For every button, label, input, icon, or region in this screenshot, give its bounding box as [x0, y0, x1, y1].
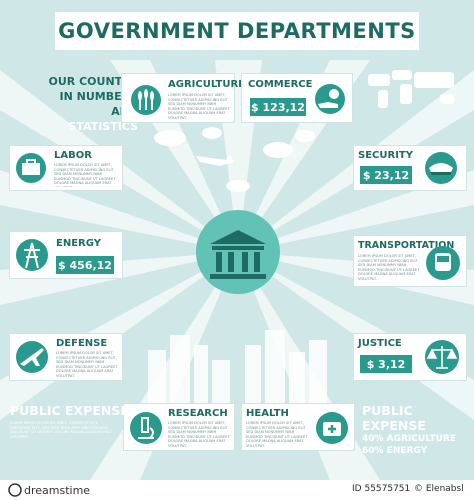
public-expense-right-title: PUBLIC EXPENSE — [362, 403, 474, 433]
labor-title: LABOR — [54, 150, 92, 161]
security-value: $ 23,12 — [360, 166, 412, 184]
justice-value: $ 3,12 — [360, 355, 412, 373]
commerce-title: COMMERCE — [248, 79, 312, 90]
svg-text:dreamstime: dreamstime — [24, 484, 90, 497]
commerce-value: $ 123,12 — [250, 98, 306, 116]
central-building-badge — [196, 210, 280, 294]
train-icon — [424, 244, 462, 282]
labor-text: LOREM IPSUM DOLOR SIT AMET, CONSECTETUER… — [54, 163, 118, 187]
card-justice: JUSTICE $ 3,12 — [354, 334, 466, 380]
card-labor: LABOR LOREM IPSUM DOLOR SIT AMET, CONSEC… — [10, 146, 122, 190]
government-building-icon — [196, 210, 280, 294]
card-security: SECURITY $ 23,12 — [354, 146, 466, 190]
public-expense-left-title: PUBLIC EXPENSE — [10, 403, 129, 418]
public-expense-right: PUBLIC EXPENSE 40% AGRICULTURE 60% ENERG… — [362, 403, 474, 457]
energy-value: $ 456,12 — [56, 256, 114, 274]
toolbox-icon — [14, 152, 48, 184]
agriculture-text: LOREM IPSUM DOLOR SIT AMET, CONSECTETUER… — [168, 93, 230, 119]
medical-kit-icon — [314, 410, 350, 446]
footer-id: ID 55575751 — [352, 484, 410, 494]
card-research: RESEARCH LOREM IPSUM DOLOR SIT AMET, CON… — [124, 404, 234, 450]
power-tower-icon — [14, 238, 50, 272]
agriculture-title: AGRICULTURE — [168, 79, 245, 90]
public-expense-energy: 60% ENERGY — [362, 445, 474, 457]
health-title: HEALTH — [246, 408, 289, 419]
dreamstime-logo: dreamstime — [8, 482, 108, 498]
coin-hand-icon — [312, 82, 348, 116]
wheat-icon — [128, 84, 164, 116]
research-title: RESEARCH — [168, 408, 228, 419]
card-energy: ENERGY $ 456,12 — [10, 232, 122, 278]
page-title: GOVERNMENT DEPARTMENTS — [58, 19, 416, 43]
jet-icon — [14, 340, 50, 374]
defense-title: DEFENSE — [56, 338, 107, 349]
public-expense-left-text: LOREM IPSUM DOLOR SIT AMET, CONSECTETUER… — [10, 421, 118, 455]
card-defense: DEFENSE LOREM IPSUM DOLOR SIT AMET, CONS… — [10, 334, 122, 380]
security-title: SECURITY — [358, 150, 413, 161]
energy-title: ENERGY — [56, 238, 101, 249]
scales-icon — [422, 338, 462, 376]
research-text: LOREM IPSUM DOLOR SIT AMET, CONSECTETUER… — [168, 421, 230, 447]
police-cap-icon — [422, 150, 460, 186]
microscope-icon — [128, 410, 164, 446]
justice-title: JUSTICE — [358, 338, 402, 349]
public-expense-left: PUBLIC EXPENSE — [10, 403, 129, 418]
card-commerce: COMMERCE $ 123,12 — [242, 74, 352, 122]
card-transportation: TRANSPORTATION LOREM IPSUM DOLOR SIT AME… — [354, 236, 466, 286]
public-expense-agriculture: 40% AGRICULTURE — [362, 433, 474, 445]
title-ribbon: GOVERNMENT DEPARTMENTS — [55, 12, 419, 50]
transportation-text: LOREM IPSUM DOLOR SIT AMET, CONSECTETUER… — [358, 254, 422, 282]
card-health: HEALTH LOREM IPSUM DOLOR SIT AMET, CONSE… — [242, 404, 354, 450]
card-agriculture: AGRICULTURE LOREM IPSUM DOLOR SIT AMET, … — [122, 74, 234, 122]
health-text: LOREM IPSUM DOLOR SIT AMET, CONSECTETUER… — [246, 421, 310, 447]
defense-text: LOREM IPSUM DOLOR SIT AMET, CONSECTETUER… — [56, 351, 118, 377]
footer-credit: © Elenabsl — [414, 484, 464, 494]
